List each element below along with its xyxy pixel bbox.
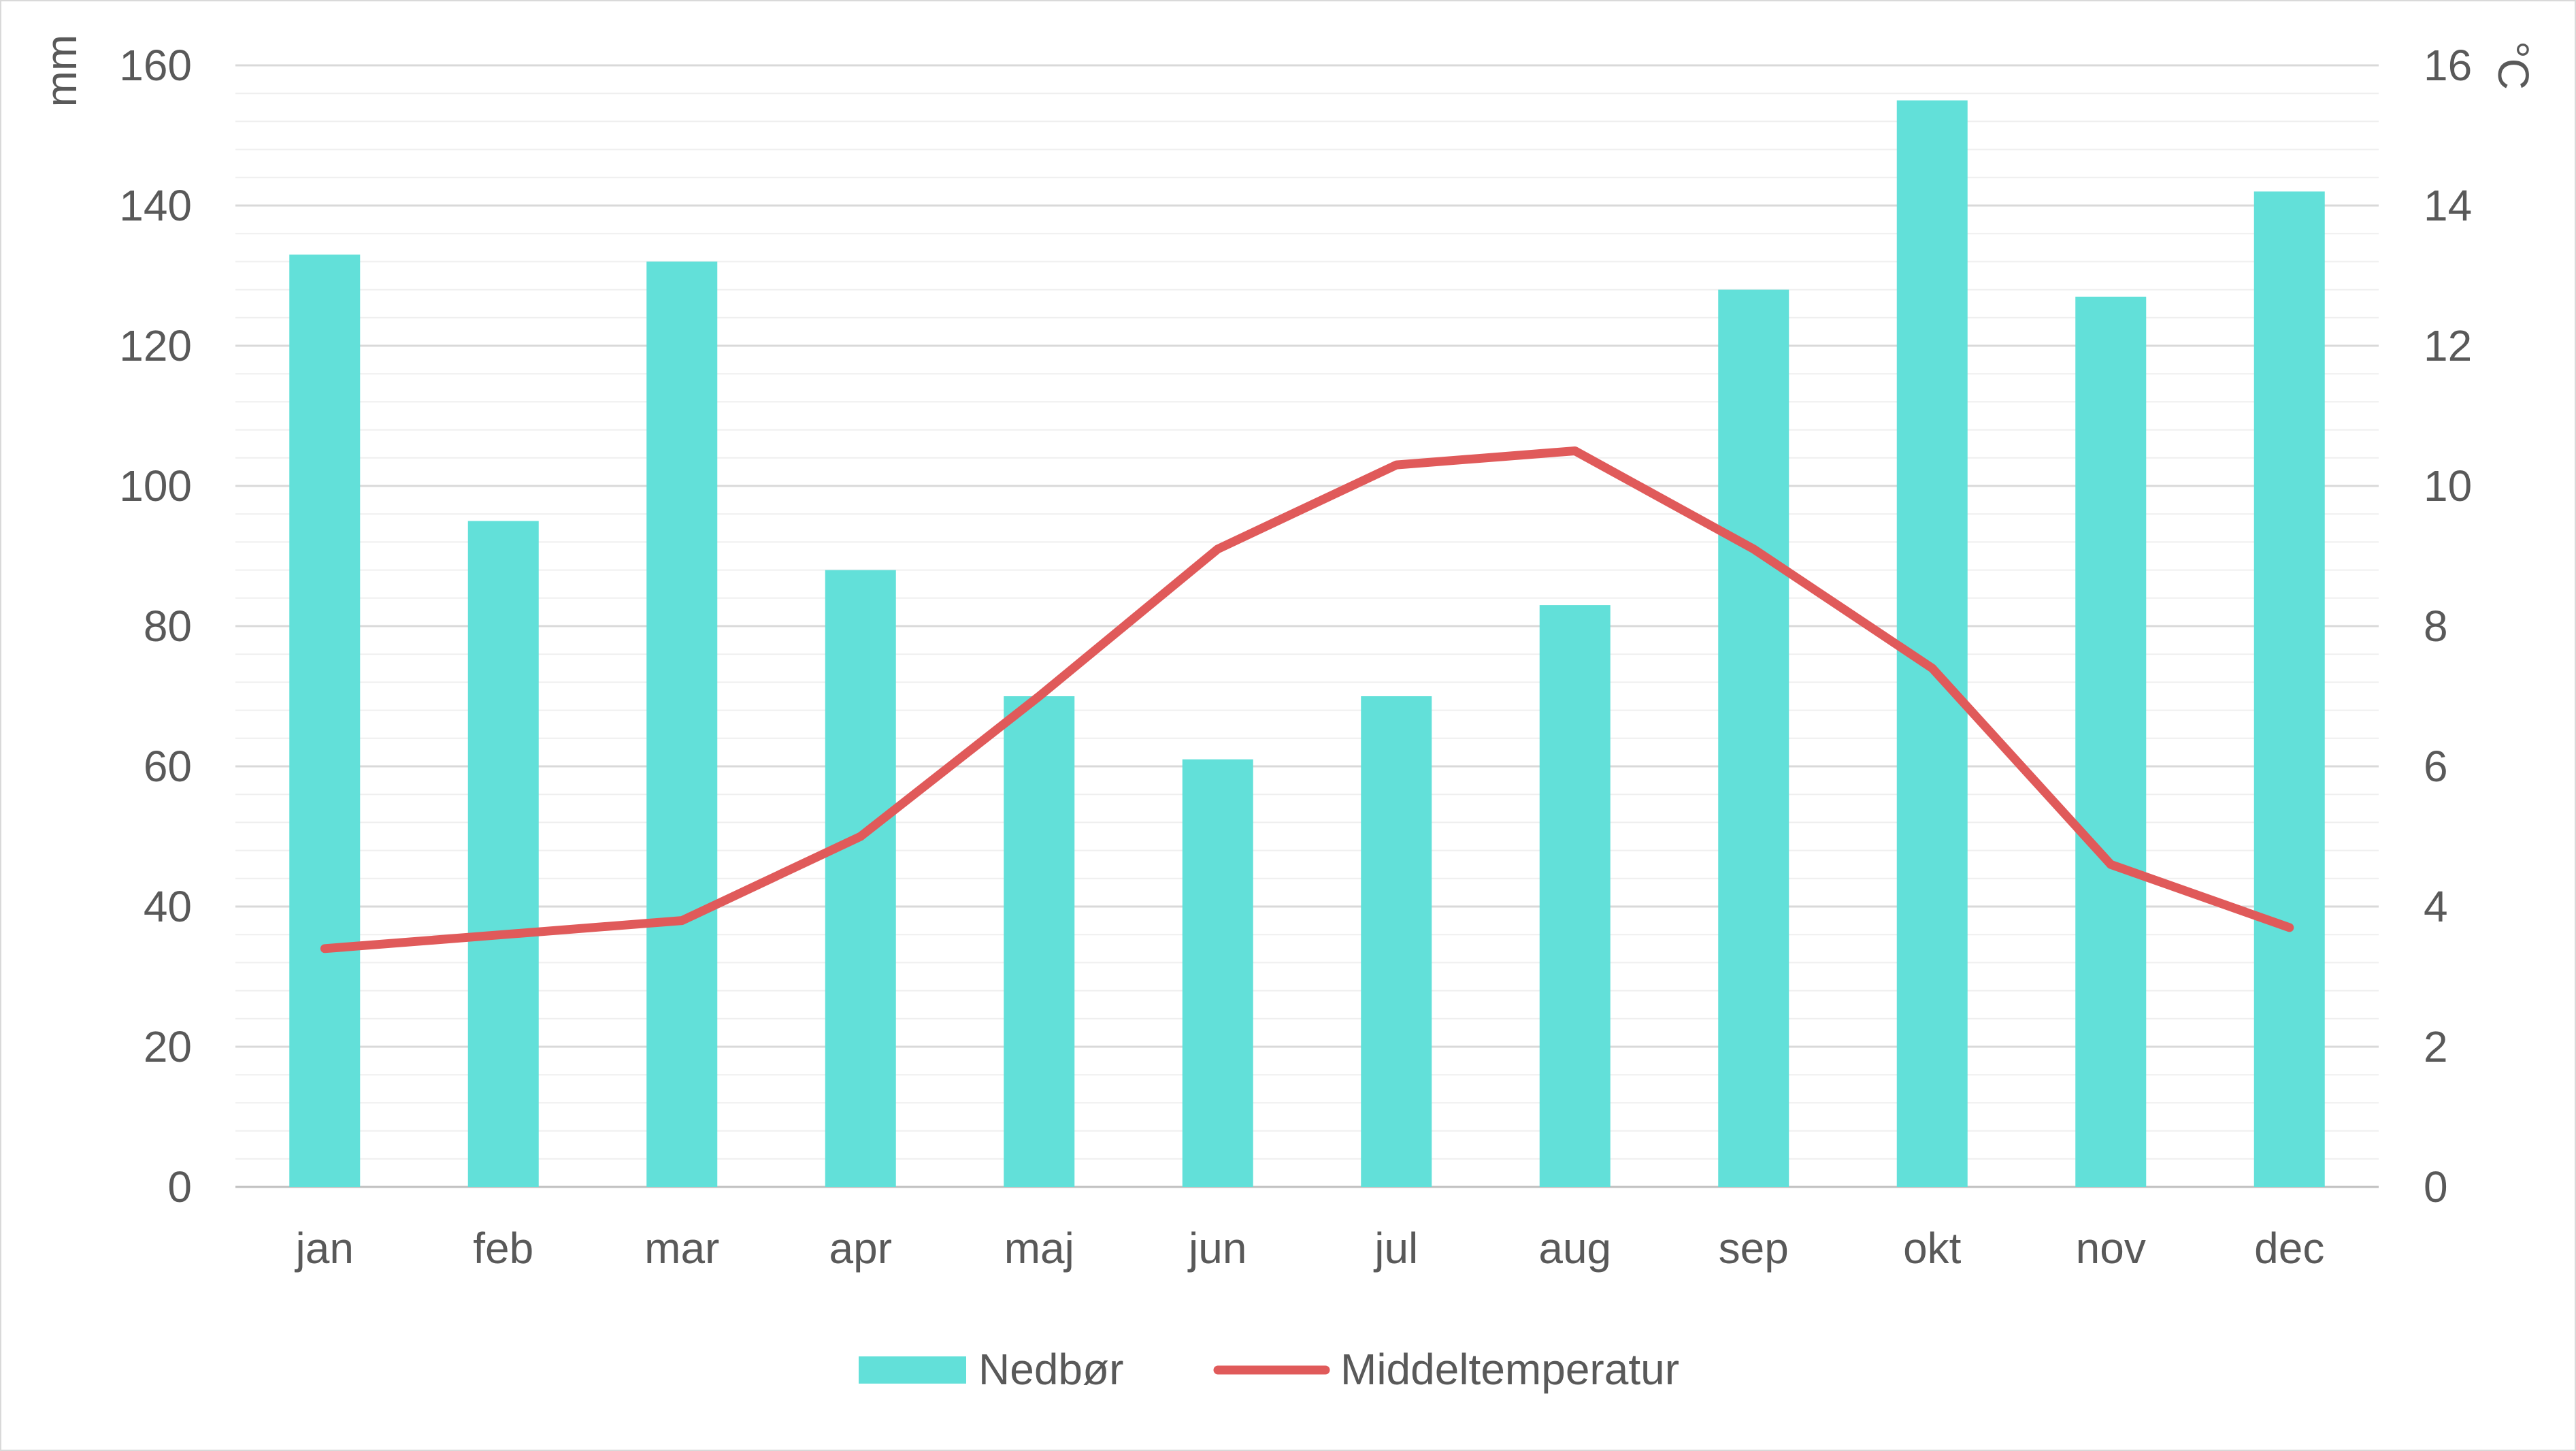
x-tick-label: nov: [2076, 1224, 2146, 1273]
x-tick-label: mar: [644, 1224, 719, 1273]
x-tick-label: jun: [1187, 1224, 1246, 1273]
temperature-point-apr: [860, 836, 861, 837]
bar-apr: [825, 570, 896, 1187]
x-tick-label: apr: [829, 1224, 893, 1273]
bar-layer: [289, 100, 2325, 1188]
x-tick-label: jan: [295, 1224, 354, 1273]
legend-swatch-bar: [859, 1356, 966, 1384]
x-tick-label: feb: [473, 1224, 533, 1273]
y-left-tick-label: 60: [144, 742, 192, 791]
legend: Nedbør Middeltemperatur: [859, 1345, 1679, 1394]
bar-jul: [1361, 696, 1432, 1187]
y-left-tick-label: 120: [119, 321, 192, 370]
bar-mar: [646, 261, 718, 1187]
bar-aug: [1539, 605, 1611, 1187]
temperature-point-jul: [1396, 464, 1397, 466]
bar-okt: [1896, 100, 1968, 1187]
temperature-point-dec: [2289, 927, 2290, 928]
y-right-tick-label: 6: [2424, 742, 2448, 791]
y-left-tick-label: 40: [144, 882, 192, 931]
x-tick-label: sep: [1719, 1224, 1789, 1273]
y-left-unit: mm: [37, 35, 86, 108]
y-right-tick-label: 12: [2424, 321, 2472, 370]
x-tick-label: aug: [1538, 1224, 1611, 1273]
y-right-unit: °C: [2489, 41, 2538, 90]
x-tick-label: jul: [1373, 1224, 1418, 1273]
legend-label-line: Middeltemperatur: [1340, 1345, 1679, 1394]
grid-layer: [235, 64, 2379, 1188]
bar-sep: [1718, 289, 1789, 1188]
bar-jan: [289, 255, 361, 1188]
y-right-tick-label: 14: [2424, 181, 2472, 230]
y-right-tick-label: 10: [2424, 461, 2472, 510]
x-tick-label: dec: [2254, 1224, 2324, 1273]
legend-label-bar: Nedbør: [978, 1345, 1123, 1394]
temperature-point-maj: [1038, 696, 1040, 697]
y-right-tick-label: 0: [2424, 1162, 2448, 1211]
y-right-tick-label: 8: [2424, 602, 2448, 651]
bar-jun: [1182, 759, 1253, 1187]
temperature-line: [320, 446, 2294, 953]
x-tick-label: okt: [1903, 1224, 1962, 1273]
line-layer: [320, 446, 2294, 953]
bar-nov: [2075, 296, 2147, 1187]
y-left-tick-label: 140: [119, 181, 192, 230]
bar-dec: [2253, 191, 2325, 1187]
y-right-tick-label: 16: [2424, 41, 2472, 90]
y-right-tick-label: 4: [2424, 882, 2448, 931]
y-right-tick-label: 2: [2424, 1022, 2448, 1071]
y-left-tick-label: 0: [167, 1162, 192, 1211]
y-left-tick-label: 100: [119, 461, 192, 510]
bar-maj: [1004, 696, 1075, 1187]
y-left-tick-label: 80: [144, 602, 192, 651]
bar-feb: [467, 521, 539, 1187]
x-tick-label: maj: [1004, 1224, 1074, 1273]
y-left-tick-label: 160: [119, 41, 192, 90]
axis-layer: mm °C 0 20 40 60 80 100 120 140 160 0 2 4 6 8 10 12 14 16…: [37, 35, 2538, 1273]
y-left-tick-label: 20: [144, 1022, 192, 1071]
